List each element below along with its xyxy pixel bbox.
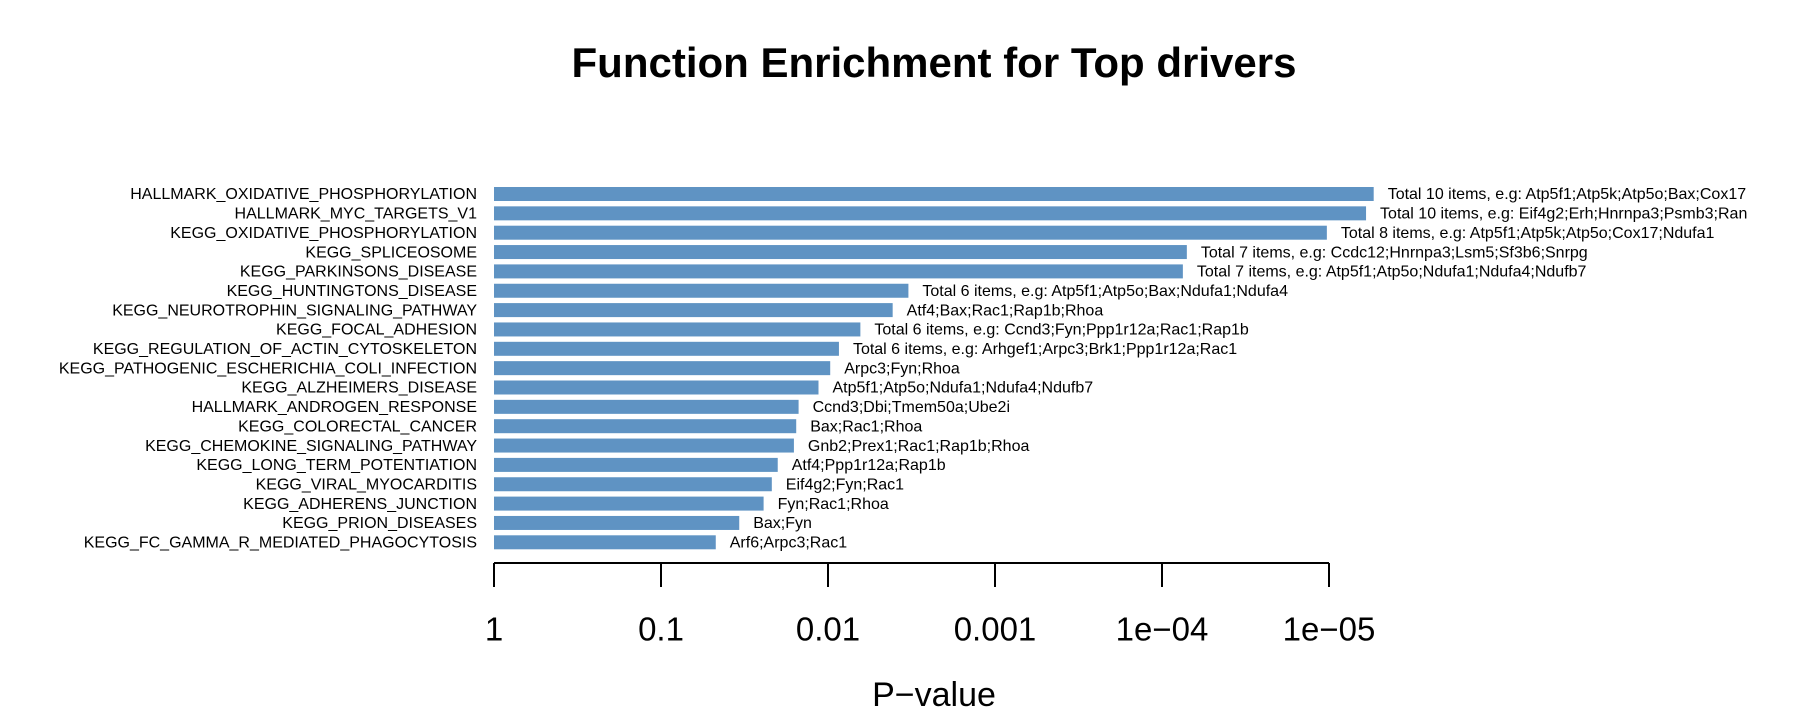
x-tick-label: 0.001 <box>954 611 1037 648</box>
y-tick-label: KEGG_VIRAL_MYOCARDITIS <box>256 476 477 493</box>
y-tick-label: KEGG_PRION_DISEASES <box>282 515 477 532</box>
chart-title: Function Enrichment for Top drivers <box>572 39 1297 86</box>
bar <box>494 303 893 318</box>
y-tick-label: KEGG_FOCAL_ADHESION <box>276 322 477 339</box>
y-tick-label: KEGG_COLORECTAL_CANCER <box>238 418 477 435</box>
bar-annotation: Total 7 items, e.g: Atp5f1;Atp5o;Ndufa1;… <box>1197 264 1587 281</box>
bar-annotation: Total 10 items, e.g: Atp5f1;Atp5k;Atp5o;… <box>1388 186 1747 203</box>
bar-annotation: Atf4;Bax;Rac1;Rap1b;Rhoa <box>907 302 1104 319</box>
y-tick-label: KEGG_PATHOGENIC_ESCHERICHIA_COLI_INFECTI… <box>59 360 477 377</box>
bar-annotation: Gnb2;Prex1;Rac1;Rap1b;Rhoa <box>808 438 1030 455</box>
y-tick-label: KEGG_REGULATION_OF_ACTIN_CYTOSKELETON <box>93 341 477 358</box>
bar <box>494 225 1327 240</box>
bar-annotation: Total 6 items, e.g: Arhgef1;Arpc3;Brk1;P… <box>853 341 1237 358</box>
bar <box>494 535 716 550</box>
y-tick-label: KEGG_SPLICEOSOME <box>305 244 477 261</box>
bar-annotation: Arf6;Arpc3;Rac1 <box>730 535 847 552</box>
y-tick-label: KEGG_FC_GAMMA_R_MEDIATED_PHAGOCYTOSIS <box>84 535 477 552</box>
bar <box>494 477 772 492</box>
x-tick-label: 0.01 <box>796 611 860 648</box>
bar-annotation: Atp5f1;Atp5o;Ndufa1;Ndufa4;Ndufb7 <box>832 380 1093 397</box>
x-axis-label: P−value <box>872 676 996 714</box>
bar-annotation: Ccnd3;Dbi;Tmem50a;Ube2i <box>813 399 1010 416</box>
y-tick-label: KEGG_NEUROTROPHIN_SIGNALING_PATHWAY <box>112 302 477 319</box>
bar <box>494 457 778 472</box>
y-tick-label: KEGG_ADHERENS_JUNCTION <box>243 496 477 513</box>
y-tick-label: HALLMARK_OXIDATIVE_PHOSPHORYLATION <box>130 186 477 203</box>
x-tick-label: 0.1 <box>638 611 684 648</box>
bar-annotation: Total 10 items, e.g: Eif4g2;Erh;Hnrnpa3;… <box>1380 206 1747 223</box>
bar <box>494 245 1187 260</box>
y-tick-label: KEGG_ALZHEIMERS_DISEASE <box>241 380 477 397</box>
bar-annotation: Total 6 items, e.g: Ccnd3;Fyn;Ppp1r12a;R… <box>874 322 1249 339</box>
bar-annotation: Bax;Rac1;Rhoa <box>810 418 922 435</box>
y-tick-label: KEGG_PARKINSONS_DISEASE <box>240 264 477 281</box>
bar-annotation: Fyn;Rac1;Rhoa <box>778 496 889 513</box>
x-tick-label: 1 <box>485 611 503 648</box>
bar-annotation: Atf4;Ppp1r12a;Rap1b <box>792 457 946 474</box>
bar-annotation: Total 7 items, e.g: Ccdc12;Hnrnpa3;Lsm5;… <box>1201 244 1588 261</box>
bar-annotation: Total 6 items, e.g: Atp5f1;Atp5o;Bax;Ndu… <box>922 283 1288 300</box>
bar-annotation: Bax;Fyn <box>753 515 812 532</box>
bar <box>494 322 861 337</box>
x-tick-label: 1e−04 <box>1116 611 1209 648</box>
bar <box>494 399 799 414</box>
bar <box>494 515 740 530</box>
bar <box>494 341 839 356</box>
bar <box>494 496 764 511</box>
bar-annotation: Eif4g2;Fyn;Rac1 <box>786 476 904 493</box>
bar <box>494 380 819 395</box>
bar <box>494 361 831 376</box>
bar-annotation: Arpc3;Fyn;Rhoa <box>844 360 960 377</box>
bar <box>494 264 1183 279</box>
y-tick-label: HALLMARK_MYC_TARGETS_V1 <box>235 206 478 223</box>
y-tick-label: KEGG_HUNTINGTONS_DISEASE <box>227 283 477 300</box>
y-tick-label: HALLMARK_ANDROGEN_RESPONSE <box>192 399 477 416</box>
bar <box>494 419 797 434</box>
bar-annotation: Total 8 items, e.g: Atp5f1;Atp5k;Atp5o;C… <box>1341 225 1715 242</box>
bar <box>494 206 1367 221</box>
x-tick-label: 1e−05 <box>1283 611 1376 648</box>
y-tick-label: KEGG_OXIDATIVE_PHOSPHORYLATION <box>170 225 477 242</box>
bar <box>494 187 1374 201</box>
bar <box>494 438 794 453</box>
bar <box>494 283 909 298</box>
y-tick-label: KEGG_LONG_TERM_POTENTIATION <box>196 457 477 474</box>
y-tick-label: KEGG_CHEMOKINE_SIGNALING_PATHWAY <box>145 438 477 455</box>
